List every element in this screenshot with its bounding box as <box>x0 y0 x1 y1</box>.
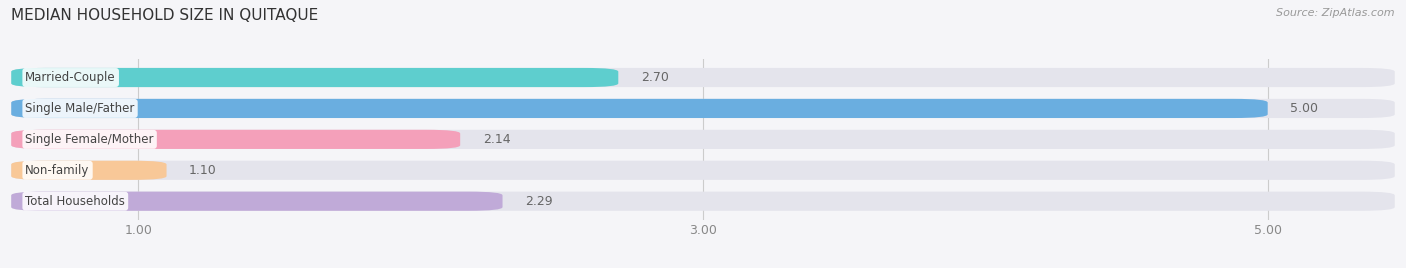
FancyBboxPatch shape <box>11 68 619 87</box>
FancyBboxPatch shape <box>11 192 1395 211</box>
Text: 1.10: 1.10 <box>190 164 217 177</box>
Text: Married-Couple: Married-Couple <box>25 71 115 84</box>
Text: 2.29: 2.29 <box>524 195 553 208</box>
Text: Source: ZipAtlas.com: Source: ZipAtlas.com <box>1277 8 1395 18</box>
FancyBboxPatch shape <box>11 161 166 180</box>
FancyBboxPatch shape <box>11 130 1395 149</box>
FancyBboxPatch shape <box>11 99 1395 118</box>
FancyBboxPatch shape <box>11 68 1395 87</box>
Text: 5.00: 5.00 <box>1291 102 1319 115</box>
Text: Total Households: Total Households <box>25 195 125 208</box>
FancyBboxPatch shape <box>11 192 502 211</box>
FancyBboxPatch shape <box>11 99 1268 118</box>
FancyBboxPatch shape <box>11 130 460 149</box>
Text: Non-family: Non-family <box>25 164 90 177</box>
Text: MEDIAN HOUSEHOLD SIZE IN QUITAQUE: MEDIAN HOUSEHOLD SIZE IN QUITAQUE <box>11 8 319 23</box>
Text: 2.70: 2.70 <box>641 71 669 84</box>
Text: 2.14: 2.14 <box>482 133 510 146</box>
FancyBboxPatch shape <box>11 161 1395 180</box>
Text: Single Female/Mother: Single Female/Mother <box>25 133 153 146</box>
Text: Single Male/Father: Single Male/Father <box>25 102 135 115</box>
